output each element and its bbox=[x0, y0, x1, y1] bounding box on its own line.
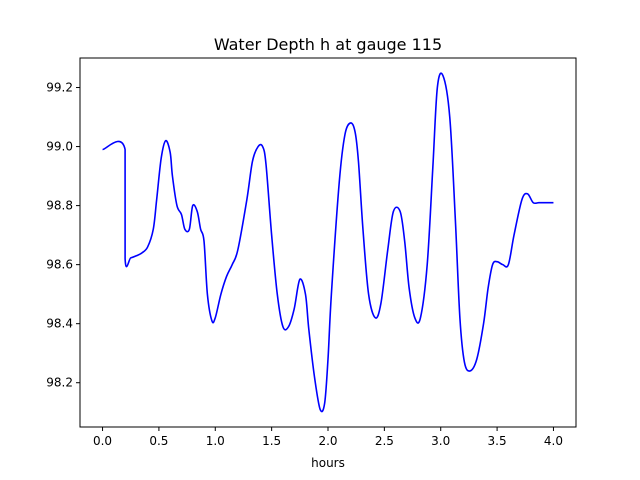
x-tick-label: 2.5 bbox=[375, 434, 394, 448]
x-tick-label: 1.0 bbox=[206, 434, 225, 448]
y-tick-label: 98.8 bbox=[46, 199, 73, 213]
x-axis: 0.0 0.5 1.0 1.5 2.0 2.5 3.0 3.5 4.0 bbox=[93, 427, 563, 448]
y-tick-label: 99.2 bbox=[46, 81, 73, 95]
x-tick-label: 0.0 bbox=[93, 434, 112, 448]
chart-title: Water Depth h at gauge 115 bbox=[214, 35, 442, 54]
x-tick-label: 1.5 bbox=[262, 434, 281, 448]
x-tick-label: 4.0 bbox=[544, 434, 563, 448]
x-tick-label: 0.5 bbox=[149, 434, 168, 448]
y-tick-label: 99.0 bbox=[46, 140, 73, 154]
y-tick-label: 98.4 bbox=[46, 317, 73, 331]
y-axis: 98.2 98.4 98.6 98.8 99.0 99.2 bbox=[46, 81, 80, 390]
x-axis-label: hours bbox=[311, 456, 345, 470]
series-line bbox=[102, 72, 554, 413]
y-tick-label: 98.2 bbox=[46, 376, 73, 390]
x-tick-label: 3.0 bbox=[431, 434, 450, 448]
plot-frame bbox=[79, 57, 577, 428]
plot-area bbox=[102, 72, 554, 413]
x-tick-label: 3.5 bbox=[488, 434, 507, 448]
x-tick-label: 2.0 bbox=[318, 434, 337, 448]
y-tick-label: 98.6 bbox=[46, 258, 73, 272]
